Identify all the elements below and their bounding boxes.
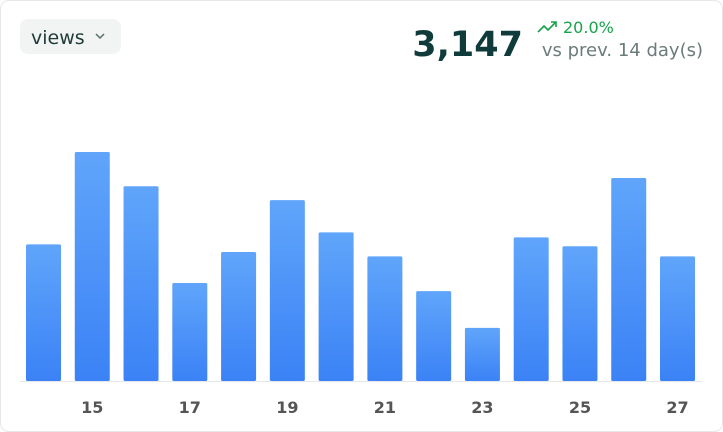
dropdown-label: views <box>31 27 85 49</box>
total-value: 3,147 <box>412 25 523 65</box>
chevron-icon <box>95 33 105 40</box>
bar <box>513 237 549 381</box>
bar <box>74 152 110 381</box>
bar <box>562 246 598 381</box>
dropdown-background <box>20 19 121 54</box>
trend-icon <box>537 21 557 33</box>
bar <box>367 256 403 381</box>
bar <box>464 327 500 381</box>
bar <box>318 232 354 381</box>
bar <box>123 186 159 381</box>
bar <box>660 256 695 381</box>
x-tick-label: 25 <box>569 398 591 417</box>
x-tick-label: 27 <box>666 398 688 417</box>
x-tick-label: 21 <box>374 398 396 417</box>
bar <box>269 200 305 381</box>
bar <box>172 282 208 381</box>
bar <box>221 251 257 381</box>
change-value: 20.0% <box>563 18 614 37</box>
comparison-label: vs prev. 14 day(s) <box>542 40 703 61</box>
bar <box>26 244 61 381</box>
bar <box>416 291 452 381</box>
plot-area: 15 17 19 21 23 25 27 <box>20 152 702 417</box>
x-tick-label: 17 <box>179 398 201 417</box>
x-tick-label: 23 <box>471 398 493 417</box>
metric-dropdown[interactable]: views <box>20 19 121 54</box>
x-tick-label: 19 <box>276 398 298 417</box>
x-tick-label: 15 <box>81 398 103 417</box>
bar <box>611 177 647 381</box>
